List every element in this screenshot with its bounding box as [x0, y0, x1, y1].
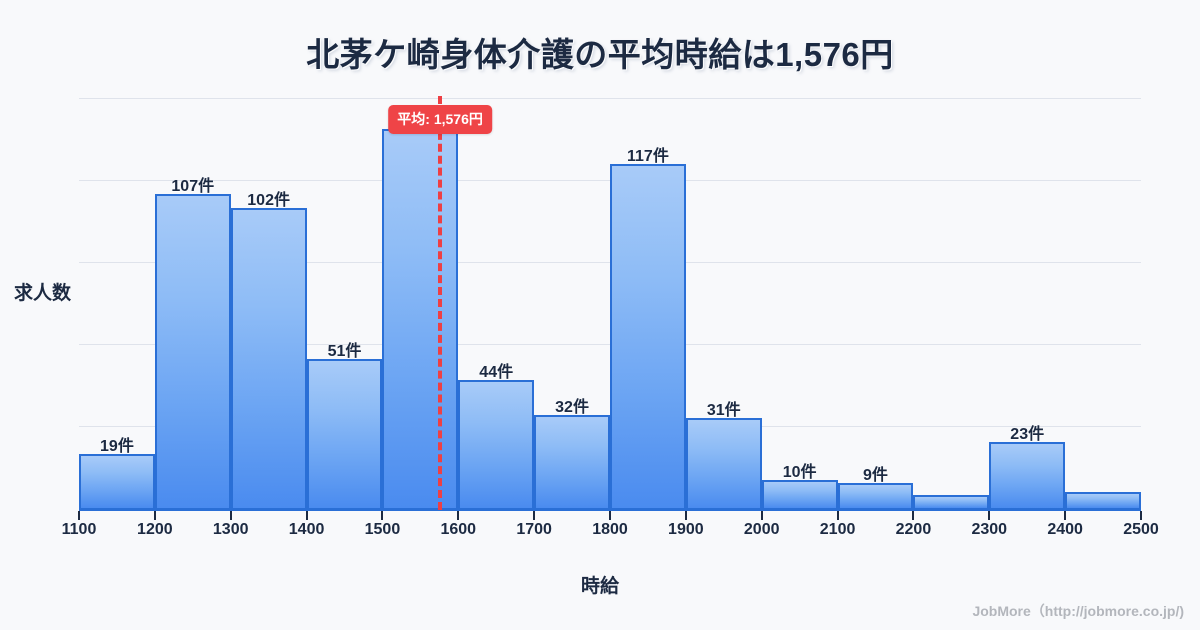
x-axis-tick	[988, 511, 991, 520]
x-axis-tick	[381, 511, 384, 520]
bar-value-label: 23件	[1010, 425, 1045, 443]
average-badge: 平均: 1,576円	[388, 105, 492, 134]
bar	[382, 128, 459, 510]
x-axis-tick-label: 2300	[971, 521, 1008, 538]
x-axis-title: 時給	[580, 576, 619, 597]
average-line	[438, 96, 443, 510]
bar	[685, 418, 762, 510]
bar-value-label: 32件	[555, 399, 589, 417]
bar	[458, 379, 535, 510]
bar	[306, 359, 383, 510]
bar	[610, 164, 686, 510]
gridline	[79, 98, 1141, 99]
x-axis-tick	[684, 511, 687, 520]
x-axis-tick	[1140, 511, 1142, 520]
bar-value-label: 44件	[479, 363, 514, 381]
x-axis-tick-label: 1500	[364, 521, 401, 538]
x-axis-tick-label: 2500	[1123, 521, 1159, 538]
x-axis-tick	[533, 511, 536, 520]
x-axis-line	[79, 509, 1141, 511]
x-axis-tick	[153, 511, 156, 520]
x-axis-tick	[229, 511, 232, 520]
x-axis-tick-label: 1900	[668, 521, 704, 538]
bars-layer	[79, 96, 1141, 510]
bar	[230, 208, 307, 510]
bar	[761, 480, 838, 510]
x-axis-tick-label: 1400	[288, 521, 325, 538]
x-axis-tick-label: 1800	[592, 521, 628, 538]
x-axis-tick-label: 2000	[743, 521, 780, 538]
bar-value-label: 117件	[627, 148, 669, 165]
x-axis-tick	[609, 511, 611, 520]
bar-value-label: 107件	[171, 177, 215, 195]
bar-value-label: 19件	[100, 437, 134, 455]
x-axis-tick	[912, 511, 915, 520]
x-axis-tick-label: 1200	[137, 521, 173, 538]
plot-area	[79, 96, 1141, 510]
x-axis-tick	[760, 511, 763, 520]
bar	[79, 453, 155, 510]
bar-value-label: 31件	[706, 402, 741, 420]
bar-value-label: 10件	[782, 464, 817, 482]
x-axis-tick-label: 1300	[212, 521, 249, 538]
bar-value-label: 51件	[327, 343, 362, 361]
bar	[154, 193, 231, 510]
x-axis-tick	[78, 511, 80, 520]
x-axis-tick-label: 1100	[61, 521, 97, 538]
bar	[534, 415, 610, 510]
bar	[913, 495, 990, 510]
y-axis-title: 求人数	[14, 283, 72, 304]
bar-value-label: 9件	[863, 467, 888, 485]
bar	[989, 442, 1066, 510]
bar-value-label: 102件	[247, 192, 290, 210]
x-axis-tick	[305, 511, 308, 520]
footer-credit: JobMore（http://jobmore.co.jp/)	[972, 603, 1184, 619]
page-title: 北茅ケ崎身体介護の平均時給は1,576円	[306, 36, 894, 73]
bar	[1065, 492, 1141, 510]
x-axis-tick	[1064, 511, 1067, 520]
x-axis-tick	[457, 511, 460, 520]
x-axis-tick	[836, 511, 839, 520]
x-axis-tick-label: 2100	[819, 521, 856, 538]
bar	[837, 483, 914, 510]
x-axis-tick-label: 1700	[516, 521, 552, 538]
x-axis-tick-label: 2200	[895, 521, 932, 538]
x-axis-tick-label: 2400	[1047, 521, 1083, 538]
x-axis-tick-label: 1600	[440, 521, 477, 538]
